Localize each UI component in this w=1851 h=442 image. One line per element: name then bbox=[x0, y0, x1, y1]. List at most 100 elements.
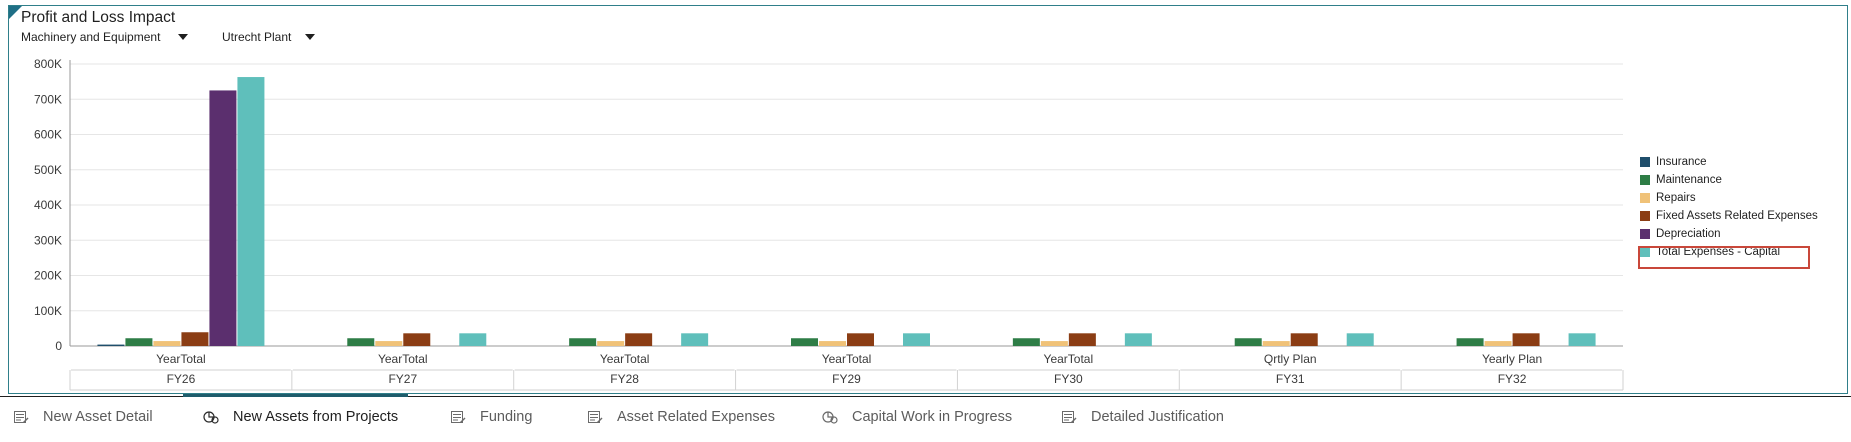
y-tick-label: 400K bbox=[34, 198, 62, 212]
bar-repairs bbox=[1040, 341, 1068, 346]
legend-item-depreciation[interactable]: Depreciation bbox=[1640, 225, 1818, 243]
legend-item-maintenance[interactable]: Maintenance bbox=[1640, 171, 1818, 189]
bar-total-expenses-capital bbox=[903, 333, 930, 346]
bar-total-expenses-capital bbox=[459, 333, 487, 346]
bar-maintenance bbox=[791, 338, 818, 346]
bar-fixed-assets-related-expenses bbox=[403, 333, 431, 346]
bar-total-expenses-capital bbox=[237, 77, 265, 346]
x-tick-label-inner: YearTotal bbox=[156, 352, 206, 366]
analytics-icon bbox=[822, 411, 838, 424]
x-tick-label-inner: YearTotal bbox=[1044, 352, 1094, 366]
y-tick-label: 600K bbox=[34, 128, 62, 142]
legend-label: Repairs bbox=[1656, 192, 1696, 204]
legend-swatch bbox=[1640, 175, 1650, 185]
tab-label: New Assets from Projects bbox=[233, 409, 399, 425]
bar-maintenance bbox=[125, 338, 153, 346]
tab-capital-work-in-progress[interactable]: Capital Work in Progress bbox=[822, 397, 1012, 437]
y-tick-label: 700K bbox=[34, 92, 62, 106]
bar-repairs bbox=[1262, 341, 1290, 346]
bar-maintenance bbox=[1012, 338, 1040, 346]
legend-swatch bbox=[1640, 157, 1650, 167]
legend-swatch bbox=[1640, 193, 1650, 203]
y-tick-label: 500K bbox=[34, 163, 62, 177]
form-icon bbox=[451, 411, 466, 423]
chart-panel: Profit and Loss Impact Machinery and Equ… bbox=[8, 5, 1848, 394]
bar-fixed-assets-related-expenses bbox=[1290, 333, 1318, 346]
panel-title: Profit and Loss Impact bbox=[21, 9, 176, 26]
legend-item-total-expenses-capital[interactable]: Total Expenses - Capital bbox=[1640, 243, 1818, 261]
x-tick-label-outer: FY27 bbox=[388, 372, 417, 386]
x-tick-label-outer: FY31 bbox=[1276, 372, 1305, 386]
legend-swatch bbox=[1640, 211, 1650, 221]
bar-total-expenses-capital bbox=[681, 333, 709, 346]
bar-maintenance bbox=[347, 338, 375, 346]
tab-funding[interactable]: Funding bbox=[450, 397, 532, 437]
active-tab-indicator bbox=[183, 394, 408, 397]
tab-new-assets-from-projects[interactable]: New Assets from Projects bbox=[203, 397, 398, 437]
bar-fixed-assets-related-expenses bbox=[181, 332, 209, 346]
x-tick-label-outer: FY26 bbox=[167, 372, 196, 386]
legend-label: Total Expenses - Capital bbox=[1656, 246, 1781, 258]
bar-maintenance bbox=[1234, 338, 1262, 346]
form-icon bbox=[14, 411, 29, 423]
asset-class-selector[interactable]: Machinery and Equipment bbox=[21, 30, 189, 44]
bottom-tab-bar: New Asset Detail New Assets from Project… bbox=[0, 394, 1851, 437]
entity-selector-label: Utrecht Plant bbox=[222, 30, 292, 44]
bar-total-expenses-capital bbox=[1568, 333, 1596, 346]
legend-label: Depreciation bbox=[1656, 228, 1721, 240]
bar-repairs bbox=[597, 341, 625, 346]
entity-selector[interactable]: Utrecht Plant bbox=[222, 30, 316, 44]
tab-label: Asset Related Expenses bbox=[617, 409, 775, 425]
asset-class-selector-label: Machinery and Equipment bbox=[21, 30, 161, 44]
tab-asset-related-expenses[interactable]: Asset Related Expenses bbox=[587, 397, 775, 437]
legend-item-repairs[interactable]: Repairs bbox=[1640, 189, 1818, 207]
x-tick-label-outer: FY29 bbox=[832, 372, 861, 386]
tab-label: Capital Work in Progress bbox=[852, 409, 1013, 425]
x-tick-label-inner: Qrtly Plan bbox=[1264, 352, 1317, 366]
bar-maintenance bbox=[1456, 338, 1484, 346]
tab-label: Detailed Justification bbox=[1091, 409, 1224, 425]
legend-label: Maintenance bbox=[1656, 174, 1722, 186]
x-tick-label-outer: FY30 bbox=[1054, 372, 1083, 386]
bar-insurance bbox=[97, 344, 125, 346]
legend-swatch bbox=[1640, 247, 1650, 257]
tab-label: Funding bbox=[480, 409, 533, 425]
bar-total-expenses-capital bbox=[1346, 333, 1374, 346]
legend-item-insurance[interactable]: Insurance bbox=[1640, 153, 1818, 171]
y-tick-label: 200K bbox=[34, 269, 62, 283]
bar-repairs bbox=[1484, 341, 1512, 346]
panel-corner-marker bbox=[9, 6, 22, 19]
bar-repairs bbox=[153, 341, 181, 346]
chevron-down-icon[interactable] bbox=[178, 34, 189, 40]
x-tick-label-inner: YearTotal bbox=[822, 352, 872, 366]
bar-maintenance bbox=[569, 338, 597, 346]
bar-total-expenses-capital bbox=[1124, 333, 1152, 346]
y-tick-label: 800K bbox=[34, 57, 62, 71]
chevron-down-icon[interactable] bbox=[305, 34, 316, 40]
y-tick-label: 0 bbox=[55, 339, 62, 353]
legend-swatch bbox=[1640, 229, 1650, 239]
x-tick-label-outer: FY32 bbox=[1498, 372, 1527, 386]
bar-fixed-assets-related-expenses bbox=[1068, 333, 1096, 346]
bar-fixed-assets-related-expenses bbox=[625, 333, 653, 346]
x-tick-label-inner: YearTotal bbox=[600, 352, 650, 366]
form-icon bbox=[588, 411, 603, 423]
bar-chart: 0 100K 200K 300K 400K 500K 600K 700K 800K YearTot… bbox=[34, 57, 1624, 391]
y-tick-label: 300K bbox=[34, 233, 62, 247]
bar-repairs bbox=[375, 341, 403, 346]
tab-label: New Asset Detail bbox=[43, 409, 153, 425]
form-icon bbox=[1062, 411, 1077, 423]
x-tick-label-inner: YearTotal bbox=[378, 352, 428, 366]
bar-fixed-assets-related-expenses bbox=[1512, 333, 1540, 346]
legend-label: Fixed Assets Related Expenses bbox=[1656, 210, 1818, 222]
tab-new-asset-detail[interactable]: New Asset Detail bbox=[13, 397, 153, 437]
y-tick-label: 100K bbox=[34, 304, 62, 318]
chart-legend: Insurance Maintenance Repairs Fixed Assets … bbox=[1640, 153, 1818, 261]
bar-repairs bbox=[819, 341, 846, 346]
x-tick-label-outer: FY28 bbox=[610, 372, 639, 386]
tab-detailed-justification[interactable]: Detailed Justification bbox=[1061, 397, 1224, 437]
legend-label: Insurance bbox=[1656, 156, 1707, 168]
analytics-icon bbox=[203, 411, 219, 424]
legend-item-fixed-assets-related-expenses[interactable]: Fixed Assets Related Expenses bbox=[1640, 207, 1818, 225]
x-tick-label-inner: Yearly Plan bbox=[1482, 352, 1542, 366]
